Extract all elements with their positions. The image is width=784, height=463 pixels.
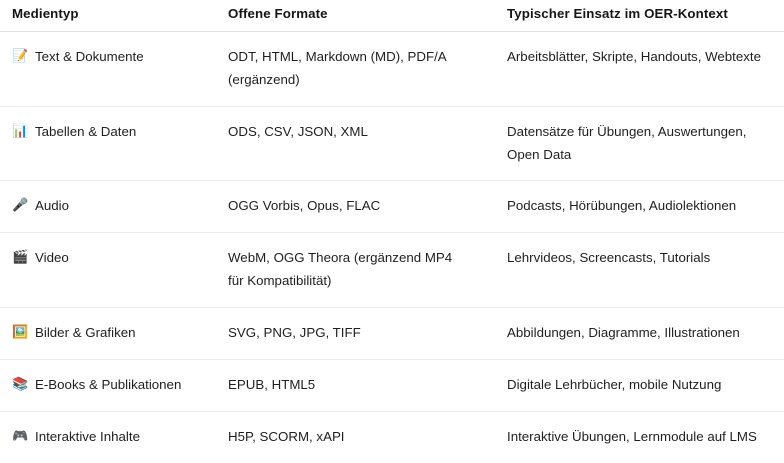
media-type-label: Bilder & Grafiken — [35, 325, 136, 341]
video-game-icon: 🎮 — [12, 428, 29, 444]
media-type-label: Audio — [35, 198, 70, 214]
cell-open-formats: H5P, SCORM, xAPI — [228, 411, 507, 462]
table-row: 🎬 Video WebM, OGG Theora (ergänzend MP4 fü… — [0, 232, 784, 309]
typical-use-text: Interaktive Übungen, Lernmodule auf LMS — [507, 428, 757, 444]
column-header-typical-use: Typischer Einsatz im OER-Kontext — [507, 0, 784, 32]
bar-chart-icon: 📊 — [12, 123, 29, 139]
cell-typical-use: Abbildungen, Diagramme, Illustrationen — [507, 307, 784, 360]
cell-media-type: 📝 Text & Dokumente — [0, 31, 228, 107]
column-header-open-formats: Offene Formate — [228, 0, 507, 32]
table-row: 📚 E-Books & Publikationen EPUB, HTML5 Digit… — [0, 359, 784, 412]
memo-icon: 📝 — [12, 49, 29, 64]
open-formats-text: EPUB, HTML5 — [228, 376, 316, 392]
cell-typical-use: Arbeitsblätter, Skripte, Handouts, Webte… — [507, 31, 784, 107]
cell-media-type: 🎤 Audio — [0, 180, 228, 234]
open-formats-text: OGG Vorbis, Opus, FLAC — [228, 198, 381, 214]
media-type-content: 🖼️ Bilder & Grafiken — [12, 322, 214, 345]
cell-open-formats: SVG, PNG, JPG, TIFF — [228, 307, 507, 360]
table-header-row: Medientyp Offene Formate Typischer Einsa… — [0, 0, 784, 32]
typical-use-text: Arbeitsblätter, Skripte, Handouts, Webte… — [507, 49, 762, 64]
table-row: 🎤 Audio OGG Vorbis, Opus, FLAC Podcasts, Hö… — [0, 180, 784, 234]
table-body: 📝 Text & Dokumente ODT, HTML, Markdown (MD… — [0, 31, 784, 463]
cell-typical-use: Podcasts, Hörübungen, Audiolektionen — [507, 180, 784, 234]
open-formats-text: WebM, OGG Theora (ergänzend MP4 für Komp… — [228, 250, 453, 289]
cell-media-type: 📚 E-Books & Publikationen — [0, 359, 228, 412]
table-row: 🖼️ Bilder & Grafiken SVG, PNG, JPG, TIFF Ab… — [0, 307, 784, 360]
media-type-label: Video — [35, 250, 69, 266]
cell-typical-use: Digitale Lehrbücher, mobile Nutzung — [507, 359, 784, 412]
column-header-media-type: Medientyp — [0, 0, 228, 32]
typical-use-text: Abbildungen, Diagramme, Illustrationen — [507, 325, 740, 341]
cell-media-type: 🎬 Video — [0, 232, 228, 309]
media-type-content: 📝 Text & Dokumente — [12, 46, 214, 69]
media-type-content: 📊 Tabellen & Daten — [12, 121, 214, 144]
media-type-content: 🎬 Video — [12, 247, 214, 270]
open-formats-text: ODT, HTML, Markdown (MD), PDF/A (ergänze… — [228, 49, 446, 87]
typical-use-text: Lehrvideos, Screencasts, Tutorials — [507, 250, 711, 266]
media-type-content: 📚 E-Books & Publikationen — [12, 374, 214, 397]
cell-typical-use: Interaktive Übungen, Lernmodule auf LMS — [507, 411, 784, 462]
media-type-content: 🎤 Audio — [12, 195, 214, 218]
microphone-icon: 🎤 — [12, 198, 29, 214]
typical-use-text: Datensätze für Übungen, Auswertungen, Op… — [507, 123, 747, 162]
cell-media-type: 🎮 Interaktive Inhalte — [0, 411, 228, 462]
clapper-board-icon: 🎬 — [12, 250, 29, 266]
table-row: 📊 Tabellen & Daten ODS, CSV, JSON, XML Date… — [0, 106, 784, 182]
table-row: 🎮 Interaktive Inhalte H5P, SCORM, xAPI Inte… — [0, 411, 784, 462]
table-header: Medientyp Offene Formate Typischer Einsa… — [0, 0, 784, 32]
cell-open-formats: EPUB, HTML5 — [228, 359, 507, 412]
books-icon: 📚 — [12, 376, 29, 392]
media-type-label: E-Books & Publikationen — [35, 376, 182, 392]
open-formats-text: H5P, SCORM, xAPI — [228, 428, 345, 444]
cell-typical-use: Lehrvideos, Screencasts, Tutorials — [507, 232, 784, 309]
media-type-label: Text & Dokumente — [35, 49, 144, 64]
open-formats-text: ODS, CSV, JSON, XML — [228, 123, 368, 139]
cell-open-formats: WebM, OGG Theora (ergänzend MP4 für Komp… — [228, 232, 507, 309]
table-row: 📝 Text & Dokumente ODT, HTML, Markdown (MD… — [0, 31, 784, 107]
cell-open-formats: OGG Vorbis, Opus, FLAC — [228, 180, 507, 234]
cell-media-type: 📊 Tabellen & Daten — [0, 106, 228, 182]
media-type-content: 🎮 Interaktive Inhalte — [12, 426, 214, 449]
media-type-label: Interaktive Inhalte — [35, 428, 140, 444]
cell-typical-use: Datensätze für Übungen, Auswertungen, Op… — [507, 106, 784, 182]
framed-picture-icon: 🖼️ — [12, 325, 29, 341]
media-type-label: Tabellen & Daten — [35, 123, 137, 139]
typical-use-text: Podcasts, Hörübungen, Audiolektionen — [507, 198, 737, 214]
open-formats-text: SVG, PNG, JPG, TIFF — [228, 325, 361, 341]
cell-media-type: 🖼️ Bilder & Grafiken — [0, 307, 228, 360]
cell-open-formats: ODS, CSV, JSON, XML — [228, 106, 507, 182]
cell-open-formats: ODT, HTML, Markdown (MD), PDF/A (ergänze… — [228, 31, 507, 107]
typical-use-text: Digitale Lehrbücher, mobile Nutzung — [507, 376, 722, 392]
